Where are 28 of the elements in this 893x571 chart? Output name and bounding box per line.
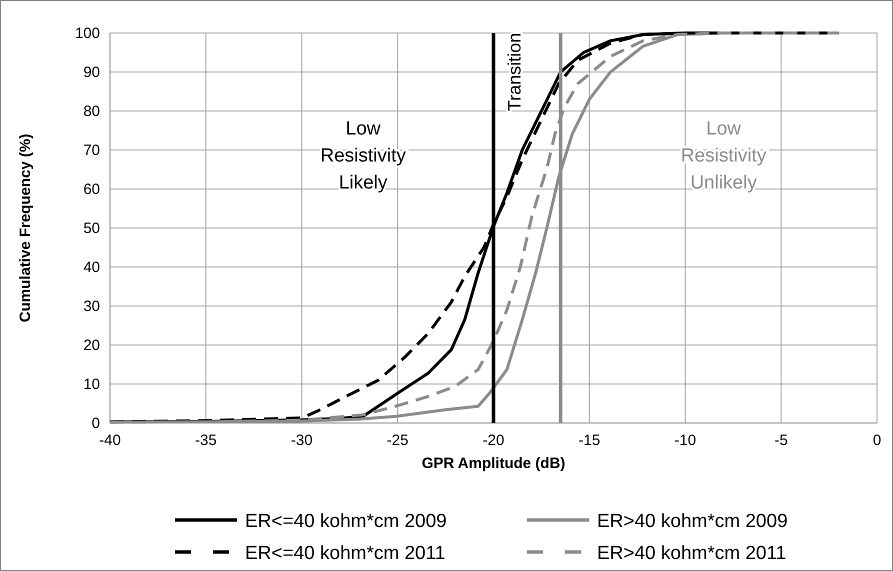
y-tick-label: 70 [83, 142, 100, 159]
y-tick-label: 40 [83, 259, 100, 276]
y-tick-label: 80 [83, 103, 100, 120]
x-tick-label: -15 [578, 432, 600, 449]
x-axis-title: GPR Amplitude (dB) [422, 455, 566, 472]
y-tick-label: 0 [92, 415, 100, 432]
y-tick-label: 60 [83, 181, 100, 198]
x-tick-label: -40 [99, 432, 121, 449]
x-tick-label: -20 [482, 432, 504, 449]
y-tick-label: 50 [83, 220, 100, 237]
x-tick-label: 0 [872, 432, 882, 449]
x-tick-label: -10 [674, 432, 696, 449]
y-tick-label: 10 [83, 376, 100, 393]
legend-label: ER>40 kohm*cm 2009 [597, 511, 788, 532]
legend-label: ER<=40 kohm*cm 2009 [245, 511, 447, 532]
legend-label: ER<=40 kohm*cm 2011 [245, 543, 446, 564]
y-axis-title: Cumulative Frequency (%) [17, 134, 34, 322]
x-tick-label: -25 [386, 432, 408, 449]
legend-label: ER>40 kohm*cm 2011 [597, 543, 786, 564]
x-tick-label: -30 [290, 432, 313, 449]
annotation: Transition [504, 32, 524, 112]
x-tick-label: -5 [774, 432, 788, 449]
y-tick-label: 100 [74, 25, 100, 42]
y-tick-label: 30 [83, 298, 100, 315]
annotation: Low Resistivity Likely [320, 118, 406, 194]
y-tick-label: 90 [83, 64, 100, 81]
x-tick-label: -35 [195, 432, 217, 449]
y-tick-label: 20 [83, 337, 100, 354]
